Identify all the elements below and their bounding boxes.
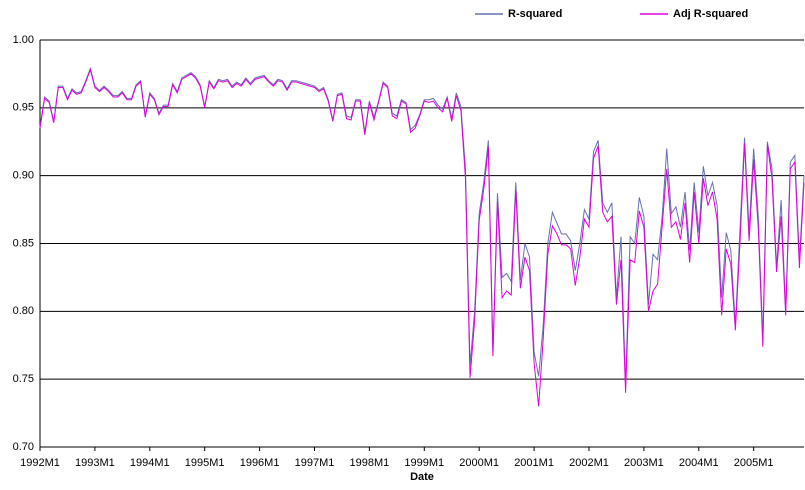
x-tick-label: 1993M1 [75,457,115,469]
legend-label: Adj R-squared [673,8,748,20]
y-tick-label: 0.95 [13,102,34,114]
x-axis-title: Date [410,471,434,483]
x-tick-label: 1996M1 [240,457,280,469]
x-tick-label: 2004M1 [679,457,719,469]
line-series [39,66,805,386]
x-tick-label: 1992M1 [20,457,60,469]
x-tick-label: 1997M1 [295,457,335,469]
x-tick-label: 1994M1 [130,457,170,469]
legend-label: R-squared [508,8,562,20]
x-tick-label: 2000M1 [459,457,499,469]
x-tick-label: 1999M1 [404,457,444,469]
x-tick-label: 2002M1 [569,457,609,469]
x-tick-label: 1998M1 [350,457,390,469]
x-tick-label: 2005M1 [734,457,774,469]
y-tick-label: 1.00 [13,34,34,46]
y-tick-label: 0.90 [13,170,34,182]
x-tick-label: 1995M1 [185,457,225,469]
line-series [39,68,805,407]
y-tick-label: 0.80 [13,305,34,317]
x-tick-label: 2003M1 [624,457,664,469]
y-tick-label: 0.85 [13,237,34,249]
x-tick-label: 2001M1 [514,457,554,469]
y-tick-label: 0.75 [13,373,34,385]
y-tick-label: 0.70 [13,441,34,453]
